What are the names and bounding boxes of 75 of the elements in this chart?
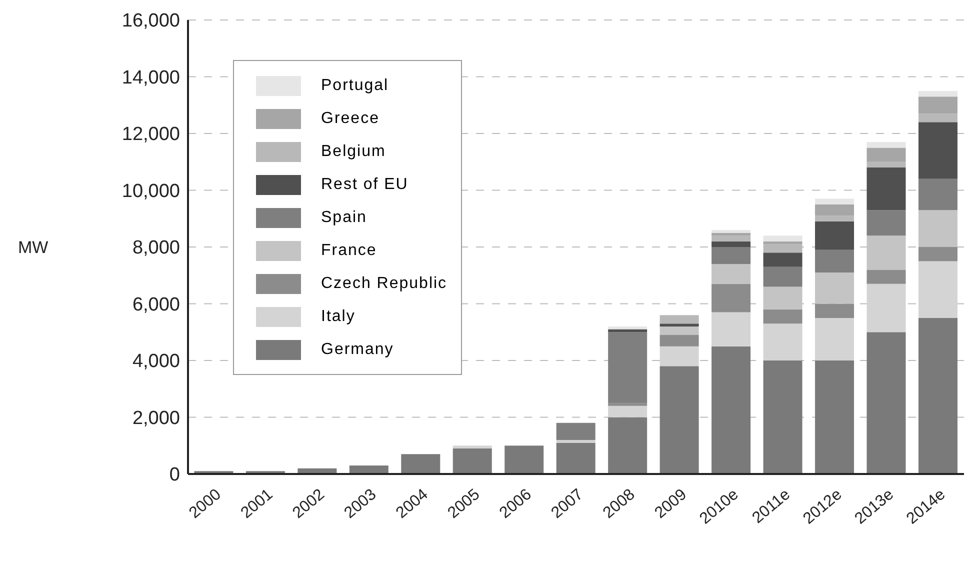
y-axis-title: MW — [18, 238, 48, 258]
bar — [660, 346, 699, 366]
bar — [815, 304, 854, 318]
bar — [918, 247, 958, 262]
legend-label: Greece — [321, 110, 380, 128]
bar — [918, 318, 958, 474]
bar — [866, 168, 906, 210]
bar — [763, 309, 802, 324]
bar — [815, 360, 854, 474]
legend-label: Germany — [321, 340, 394, 358]
bar — [815, 216, 854, 222]
bar — [763, 236, 802, 242]
bar — [712, 230, 751, 233]
y-tick-label: 6,000 — [132, 294, 180, 316]
legend-label: France — [321, 242, 377, 260]
bar — [866, 284, 906, 332]
bar — [608, 332, 648, 404]
bar — [660, 326, 699, 335]
legend-label: Spain — [321, 208, 367, 226]
bar — [918, 114, 958, 122]
bar — [866, 162, 906, 168]
bar — [712, 312, 751, 346]
bar — [608, 417, 648, 474]
bar — [815, 318, 854, 360]
bar — [712, 247, 751, 264]
legend-label: Rest of EU — [321, 176, 408, 194]
bar — [401, 454, 440, 474]
bar — [918, 178, 958, 210]
bar — [918, 261, 958, 318]
y-tick-label: 12,000 — [122, 124, 180, 146]
bar — [712, 284, 751, 312]
bar — [763, 266, 802, 287]
y-tick-label: 0 — [169, 464, 180, 486]
bar — [712, 346, 751, 474]
bar — [504, 446, 544, 474]
bar — [763, 360, 802, 474]
bar — [556, 422, 596, 440]
bar — [452, 448, 492, 474]
bar — [763, 324, 802, 360]
legend-label: Italy — [321, 308, 356, 326]
bar — [660, 334, 699, 346]
bar — [660, 324, 699, 326]
bar — [452, 446, 492, 448]
bar — [815, 198, 854, 204]
bar — [763, 252, 802, 267]
legend-label: Czech Republic — [321, 274, 448, 292]
y-tick-label: 14,000 — [122, 67, 180, 88]
bar — [556, 442, 596, 474]
legend-label: Belgium — [321, 142, 386, 160]
bar — [712, 236, 751, 242]
bar — [712, 264, 751, 284]
legend-label: Portugal — [321, 76, 389, 94]
bar — [608, 326, 648, 330]
y-tick-label: 2,000 — [132, 408, 180, 429]
bar — [866, 148, 906, 162]
bar — [815, 204, 854, 216]
bar — [918, 122, 958, 179]
bar — [660, 366, 699, 474]
bar — [918, 90, 958, 97]
bar — [866, 332, 906, 474]
bar — [866, 210, 906, 236]
bar — [815, 250, 854, 273]
bar — [608, 403, 648, 406]
bar — [556, 440, 596, 443]
bar — [660, 315, 699, 324]
bar — [918, 96, 958, 114]
y-tick-label: 4,000 — [132, 351, 180, 372]
y-tick-label: 10,000 — [122, 180, 180, 202]
bar — [815, 221, 854, 250]
bar — [608, 406, 648, 418]
bar — [866, 270, 906, 284]
bar — [712, 241, 751, 247]
y-tick-label: 16,000 — [122, 10, 180, 32]
y-tick-label: 8,000 — [132, 238, 180, 259]
bar — [866, 142, 906, 148]
